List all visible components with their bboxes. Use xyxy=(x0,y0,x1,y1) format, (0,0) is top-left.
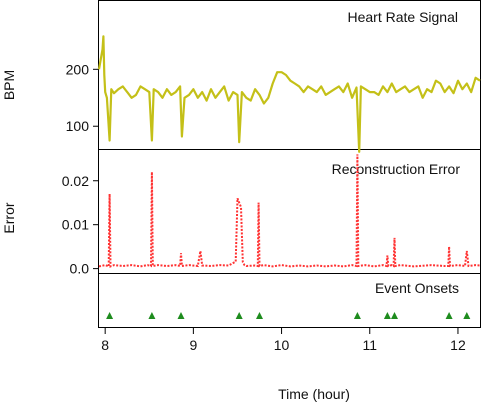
event-onset-marker xyxy=(391,312,398,319)
time-tick-label: 9 xyxy=(189,337,197,353)
error-tick-label: 0.0 xyxy=(70,261,90,277)
time-tick-label: 12 xyxy=(450,337,466,353)
heart-rate-series-line xyxy=(97,35,481,153)
event-onsets-title: Event Onsets xyxy=(375,280,459,296)
event-onset-marker xyxy=(235,312,243,319)
time-tick-label: 8 xyxy=(101,337,109,353)
time-tick-label: 11 xyxy=(362,337,377,353)
error-tick-label: 0.02 xyxy=(62,173,89,189)
event-onset-marker xyxy=(106,312,114,319)
event-onset-marker xyxy=(463,312,471,319)
event-onset-marker xyxy=(445,312,453,319)
panel-events-frame xyxy=(98,273,481,328)
bpm-tick-label: 200 xyxy=(66,61,90,77)
heart-rate-title: Heart Rate Signal xyxy=(347,9,458,25)
event-onset-marker xyxy=(256,312,263,319)
event-onset-marker xyxy=(177,312,185,319)
event-onset-marker xyxy=(353,312,361,319)
reconstruction-error-title: Reconstruction Error xyxy=(332,161,461,177)
event-onset-marker xyxy=(148,312,156,319)
reconstruction-error-series-line xyxy=(98,154,481,268)
error-axis-label: Error xyxy=(1,202,17,233)
bpm-axis-label: BPM xyxy=(1,70,17,100)
time-tick-label: 10 xyxy=(274,337,290,353)
event-onset-marker xyxy=(383,312,391,319)
bpm-tick-label: 100 xyxy=(66,118,90,134)
error-tick-label: 0.01 xyxy=(62,217,89,233)
time-axis-label: Time (hour) xyxy=(278,386,350,402)
